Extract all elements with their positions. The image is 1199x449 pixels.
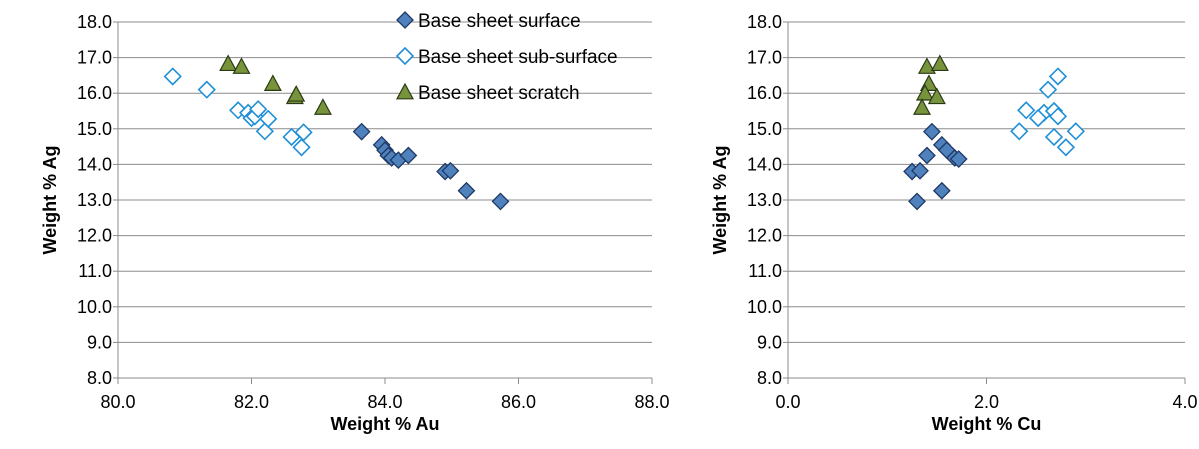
right-point	[1044, 127, 1064, 147]
right-point	[927, 87, 946, 105]
right-y-tick-label: 11.0	[748, 261, 782, 281]
left-scatter-chart: 8.0 9.0 10.0 11.0 12.0 13.0 14.0 15.0 16.0 17.0 18…	[40, 12, 670, 434]
right-point	[918, 146, 936, 165]
right-y-tick-label: 8.0	[757, 368, 782, 388]
right-y-tick-label: 13.0	[747, 190, 782, 210]
right-point	[922, 122, 941, 141]
left-y-tick-label: 8.0	[87, 368, 112, 388]
left-point	[399, 146, 418, 165]
left-y-tick-label: 14.0	[77, 154, 112, 174]
right-point	[1010, 122, 1029, 141]
left-y-tick-label: 13.0	[77, 190, 112, 210]
right-y-tick-label: 14.0	[747, 154, 782, 174]
right-point	[932, 181, 951, 200]
left-y-axis-title: Weight % Ag	[40, 146, 60, 255]
left-point	[249, 100, 268, 119]
right-y-tick-label: 10.0	[747, 297, 782, 317]
right-x-tick-label: 0.0	[775, 392, 800, 412]
right-point	[1048, 67, 1068, 86]
right-point	[949, 150, 968, 168]
legend-label: Base sheet scratch	[418, 83, 580, 104]
left-x-tick-label: 86.0	[501, 392, 536, 412]
right-y-axis-title: Weight % Ag	[710, 146, 730, 255]
left-point	[197, 80, 216, 99]
left-point	[287, 85, 306, 102]
legend-marker	[396, 11, 414, 29]
right-y-tick-label: 16.0	[747, 83, 782, 103]
right-point	[930, 54, 949, 72]
right-y-tick-label: 9.0	[757, 332, 782, 352]
right-point	[1028, 108, 1048, 128]
left-y-tick-label: 11.0	[78, 261, 112, 281]
left-point	[491, 192, 510, 211]
left-y-tick-label: 15.0	[77, 119, 112, 139]
right-x-axis-title: Weight % Cu	[932, 414, 1042, 434]
right-point	[908, 192, 926, 211]
legend-marker	[395, 82, 415, 100]
right-point	[917, 57, 936, 74]
left-point	[163, 67, 182, 86]
left-x-tick-label: 88.0	[634, 392, 669, 412]
legend-label: Base sheet surface	[418, 11, 581, 32]
right-point	[911, 161, 929, 180]
right-y-tick-label: 15.0	[747, 119, 782, 139]
left-y-tick-label: 17.0	[77, 48, 112, 68]
left-y-tick-label: 9.0	[87, 332, 112, 352]
right-point	[915, 83, 934, 101]
left-point	[259, 109, 278, 128]
left-point	[457, 181, 476, 200]
left-y-tick-label: 12.0	[77, 226, 112, 246]
right-scatter-chart: 8.0 9.0 10.0 11.0 12.0 13.0 14.0 15.0 16.0 17.0 18…	[710, 12, 1198, 434]
left-point	[263, 74, 282, 91]
left-y-tick-label: 16.0	[77, 83, 112, 103]
left-point	[352, 122, 371, 141]
right-point	[1066, 122, 1085, 141]
left-point	[232, 57, 251, 74]
left-point	[292, 138, 311, 157]
left-y-tick-label: 18.0	[77, 12, 112, 32]
legend: Base sheet surface Base sheet sub-surface…	[395, 11, 618, 104]
right-point	[1056, 138, 1076, 157]
left-point	[219, 54, 238, 72]
left-point	[441, 161, 460, 180]
right-point	[912, 98, 931, 115]
left-point	[255, 122, 274, 141]
legend-marker	[395, 46, 415, 66]
right-point	[1038, 80, 1058, 99]
left-x-tick-label: 84.0	[367, 392, 402, 412]
left-x-tick-label: 82.0	[234, 392, 269, 412]
right-point	[1017, 101, 1036, 120]
left-x-axis-title: Weight % Au	[331, 414, 440, 434]
left-point	[294, 123, 313, 142]
right-point	[1048, 107, 1068, 126]
left-x-tick-label: 80.0	[100, 392, 135, 412]
right-y-tick-label: 12.0	[747, 226, 782, 246]
left-y-tick-label: 10.0	[77, 297, 112, 317]
right-y-tick-label: 18.0	[747, 12, 782, 32]
left-point	[313, 98, 332, 115]
legend-label: Base sheet sub-surface	[418, 47, 618, 68]
right-y-tick-label: 17.0	[747, 48, 782, 68]
right-x-tick-label: 2.0	[974, 392, 999, 412]
right-x-tick-label: 4.0	[1172, 392, 1197, 412]
